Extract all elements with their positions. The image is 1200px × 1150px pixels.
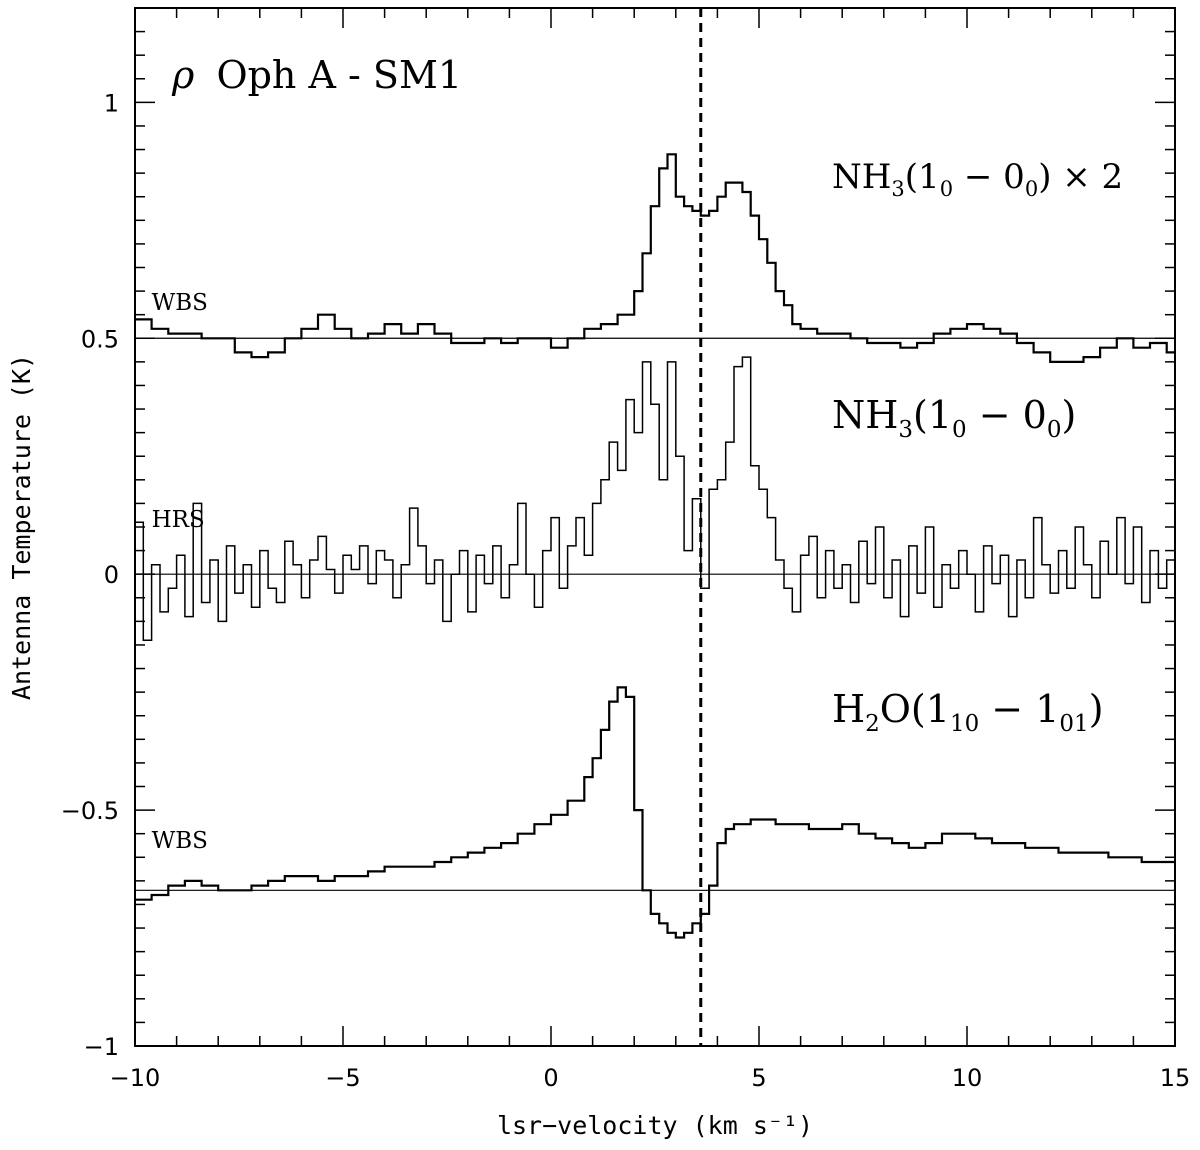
baselines [135, 337, 1175, 891]
x-tick-label: 10 [952, 1064, 983, 1092]
chart-title: ρ Oph A - SM1 [171, 53, 462, 97]
y-tick-label: 0.5 [81, 325, 119, 353]
y-axis-title: Antenna Temperature (K) [7, 354, 36, 700]
spectra [135, 153, 1175, 939]
line-label-nh3-x2: NH3(10 − 00) × 2 [832, 157, 1123, 201]
y-tick-label: −0.5 [61, 797, 119, 825]
x-tick-label: 15 [1160, 1064, 1191, 1092]
x-axis-title: lsr−velocity (km s⁻¹) [497, 1111, 813, 1140]
backend-label: WBS [152, 290, 208, 316]
backend-labels: WBS HRS WBS [152, 290, 208, 854]
line-label-nh3: NH3(10 − 00) [832, 393, 1076, 443]
line-label-h2o: H2O(110 − 101) [832, 687, 1104, 737]
backend-label: HRS [152, 507, 205, 533]
x-tick-label: 5 [751, 1064, 766, 1092]
y-tick-labels: −1 −0.5 0 0.5 1 [61, 89, 119, 1061]
x-tick-label: 0 [543, 1064, 558, 1092]
x-tick-label: −10 [110, 1064, 161, 1092]
y-tick-label: 1 [104, 89, 119, 117]
backend-label: WBS [152, 828, 208, 854]
chart-title-text: Oph A - SM1 [216, 53, 462, 97]
spectrum-line-2 [135, 356, 1175, 641]
chart-title-symbol: ρ [171, 53, 195, 97]
spectrum-line-1 [135, 153, 1175, 363]
x-tick-label: −5 [325, 1064, 360, 1092]
y-tick-label: −1 [84, 1033, 119, 1061]
spectrum-line-3 [135, 686, 1175, 939]
x-tick-labels: −10 −5 0 5 10 15 [110, 1064, 1191, 1092]
y-tick-label: 0 [104, 561, 119, 589]
